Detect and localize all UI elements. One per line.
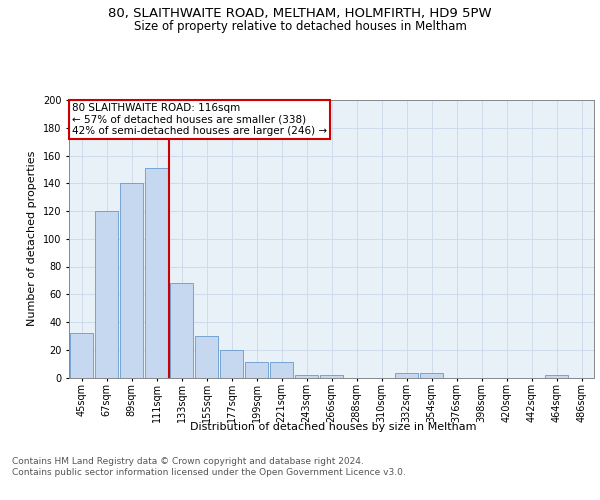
Bar [245, 362, 268, 378]
Bar [119, 183, 143, 378]
Bar [545, 374, 568, 378]
Bar [170, 283, 193, 378]
Bar [269, 362, 293, 378]
Bar [320, 374, 343, 378]
Text: Size of property relative to detached houses in Meltham: Size of property relative to detached ho… [134, 20, 466, 33]
Bar [220, 350, 244, 378]
Bar [194, 336, 218, 378]
Text: Contains HM Land Registry data © Crown copyright and database right 2024.
Contai: Contains HM Land Registry data © Crown c… [12, 458, 406, 477]
Text: Distribution of detached houses by size in Meltham: Distribution of detached houses by size … [190, 422, 476, 432]
Bar [419, 374, 443, 378]
Text: 80 SLAITHWAITE ROAD: 116sqm
← 57% of detached houses are smaller (338)
42% of se: 80 SLAITHWAITE ROAD: 116sqm ← 57% of det… [71, 103, 327, 136]
Bar [395, 374, 418, 378]
Y-axis label: Number of detached properties: Number of detached properties [28, 151, 37, 326]
Bar [295, 374, 319, 378]
Bar [70, 333, 94, 378]
Text: 80, SLAITHWAITE ROAD, MELTHAM, HOLMFIRTH, HD9 5PW: 80, SLAITHWAITE ROAD, MELTHAM, HOLMFIRTH… [108, 8, 492, 20]
Bar [145, 168, 169, 378]
Bar [95, 211, 118, 378]
